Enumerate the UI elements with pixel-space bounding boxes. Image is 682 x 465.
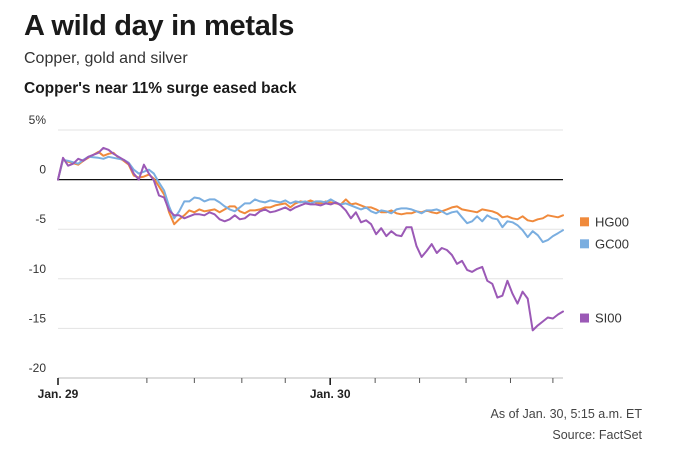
legend-swatch-si00 xyxy=(580,313,589,323)
legend-label-si00: SI00 xyxy=(595,311,622,326)
y-tick-label: 5% xyxy=(29,113,47,127)
y-tick-label: -10 xyxy=(29,262,47,276)
series-line-si00 xyxy=(57,146,564,332)
y-tick-label: -20 xyxy=(29,361,47,375)
y-tick-label: -5 xyxy=(35,212,46,226)
source-note: Source: FactSet xyxy=(552,428,642,442)
series-line-gc00 xyxy=(57,155,564,244)
chart-title: Copper's near 11% surge eased back xyxy=(24,80,297,97)
y-tick-label: 0 xyxy=(39,163,46,177)
page-subtitle: Copper, gold and silver xyxy=(24,50,188,67)
legend-swatch-gc00 xyxy=(580,239,589,249)
y-tick-label: -15 xyxy=(29,311,47,325)
series-line-hg00 xyxy=(57,150,564,226)
x-tick-label: Jan. 29 xyxy=(38,387,79,401)
legend-label-hg00: HG00 xyxy=(595,214,629,229)
as-of-note: As of Jan. 30, 5:15 a.m. ET xyxy=(490,407,642,421)
legend-label-gc00: GC00 xyxy=(595,236,629,251)
page-title: A wild day in metals xyxy=(24,10,295,42)
x-tick-label: Jan. 30 xyxy=(310,387,351,401)
legend-swatch-hg00 xyxy=(580,217,589,227)
